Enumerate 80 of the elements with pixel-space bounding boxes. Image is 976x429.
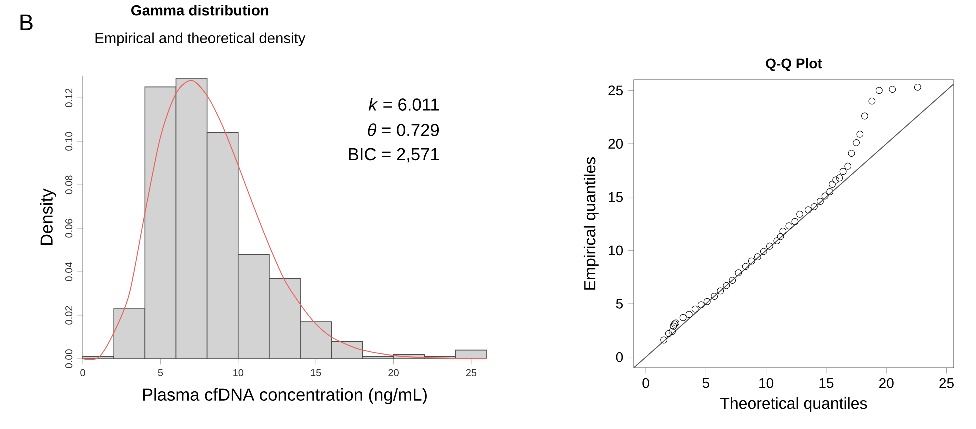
point: [889, 86, 896, 94]
point: [670, 322, 678, 330]
y-axis-title: Empirical quantiles: [584, 157, 599, 290]
point: [698, 302, 705, 309]
point: [844, 162, 852, 170]
point: [876, 87, 883, 94]
point: [829, 181, 836, 188]
point: [826, 188, 834, 196]
y-tick-label: 5: [616, 299, 624, 309]
point: [680, 314, 687, 322]
point: [723, 282, 730, 290]
point: [774, 238, 781, 245]
point: [868, 98, 876, 105]
x-tick-label: 0: [80, 369, 86, 376]
x-axis-title: Theoretical quantiles: [720, 397, 868, 412]
point: [796, 210, 804, 218]
chart-subtitle: Empirical and theoretical density: [96, 32, 306, 46]
point: [711, 293, 718, 300]
point: [748, 258, 756, 265]
point: [856, 130, 864, 138]
point: [760, 248, 768, 256]
x-tick-label: 15: [820, 378, 834, 388]
y-tick-label: 0.04: [66, 262, 73, 282]
point: [853, 139, 860, 146]
x-tick-label: 20: [880, 378, 894, 388]
x-tick-label: 15: [311, 369, 322, 376]
chart-title: Gamma distribution: [132, 5, 269, 16]
x-tick-label: 20: [388, 369, 399, 376]
point: [848, 150, 856, 158]
y-tick-label: 0.12: [66, 88, 73, 108]
point: [836, 174, 844, 182]
x-tick-label: 5: [158, 369, 164, 376]
point: [840, 168, 847, 176]
x-tick-label: 10: [760, 378, 774, 388]
point: [832, 176, 840, 184]
x-tick-label: 5: [702, 378, 710, 388]
point: [665, 330, 672, 338]
point: [777, 233, 784, 240]
point: [729, 277, 736, 284]
point: [704, 298, 711, 306]
point: [810, 203, 818, 210]
y-tick-label: 0.00: [66, 350, 73, 368]
x-tick-label: 25: [940, 378, 954, 388]
point: [735, 270, 742, 277]
point: [669, 328, 676, 336]
point: [742, 263, 750, 270]
x-tick-label: 10: [234, 369, 244, 376]
y-tick-label: 0: [616, 352, 624, 362]
point: [816, 198, 824, 206]
y-axis-title: Density: [40, 188, 56, 246]
point: [804, 206, 812, 214]
line-series: [82, 80, 488, 360]
point: [780, 228, 787, 235]
y-tick-label: 20: [608, 139, 624, 149]
x-tick-label: 0: [642, 378, 650, 388]
annotation: k = 6.011: [368, 98, 440, 111]
point: [686, 311, 693, 318]
y-tick-label: 25: [608, 86, 624, 96]
annotation: θ = 0.729: [368, 124, 440, 136]
point: [766, 242, 774, 250]
y-tick-label: 10: [609, 246, 624, 256]
y-tick-label: 15: [609, 192, 624, 202]
point: [660, 336, 668, 344]
y-tick-label: 0.08: [66, 176, 73, 194]
x-tick-label: 25: [466, 369, 477, 376]
y-tick-label: 0.02: [66, 306, 73, 325]
text: B: [20, 14, 33, 30]
annotation: BIC = 2,571: [349, 148, 440, 163]
y-tick-label: 0.06: [66, 219, 73, 238]
point: [692, 306, 699, 313]
point: [717, 288, 724, 295]
point: [822, 192, 829, 200]
point: [786, 222, 793, 230]
point: [914, 84, 922, 91]
x-axis-title: Plasma cfDNA concentration (ng/mL): [143, 388, 427, 404]
y-tick-label: 0.10: [66, 132, 73, 151]
point: [862, 112, 868, 120]
point: [754, 254, 762, 261]
point: [792, 218, 799, 226]
chart-title: Q-Q Plot: [766, 58, 822, 72]
